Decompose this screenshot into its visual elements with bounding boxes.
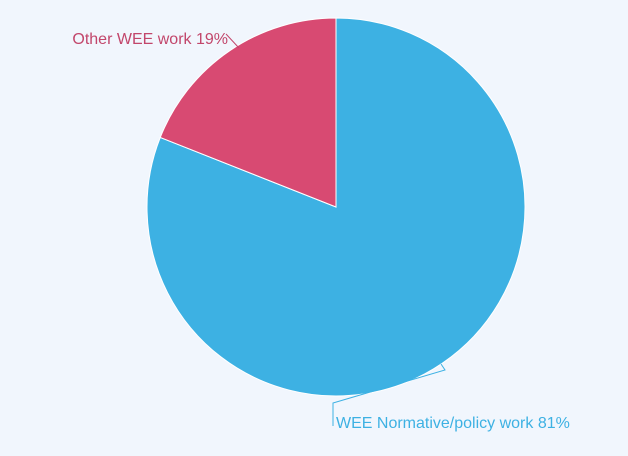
leader-lines (225, 33, 446, 426)
slice-label-wee-normative-policy-work: WEE Normative/policy work 81% (336, 415, 570, 432)
pie-slices (146, 17, 526, 397)
leader-line-other-wee-work (225, 33, 240, 49)
leader-line-wee-normative-policy-work (332, 363, 446, 426)
slice-label-other-wee-work: Other WEE work 19% (72, 31, 228, 48)
pie-slice-other-wee-work (159, 17, 337, 208)
